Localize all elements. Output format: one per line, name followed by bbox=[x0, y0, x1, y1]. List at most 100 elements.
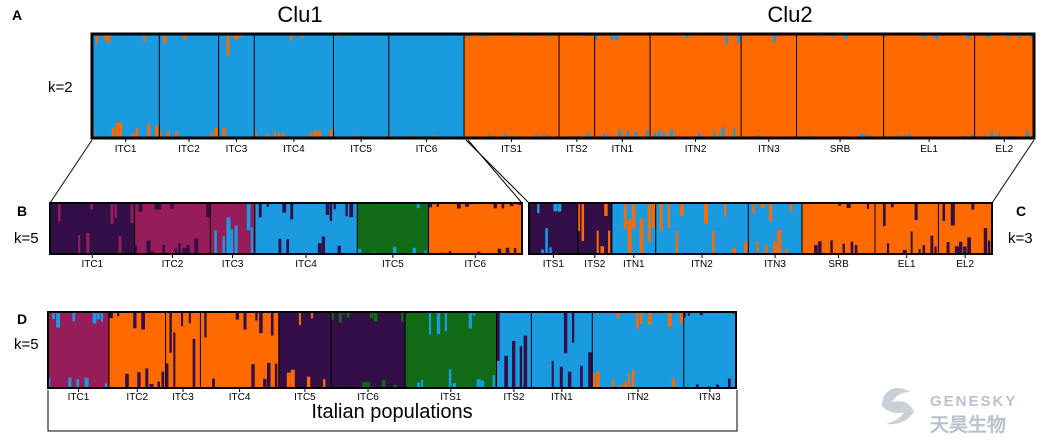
admixture-strip bbox=[918, 248, 921, 254]
admixture-strip bbox=[764, 245, 768, 254]
admixture-strip bbox=[103, 34, 108, 41]
admixture-strip bbox=[204, 312, 207, 338]
admixture-strip bbox=[505, 247, 510, 254]
population-label-srb: SRB bbox=[830, 144, 851, 155]
population-label-itn1: ITN1 bbox=[551, 392, 573, 403]
admixture-strip bbox=[72, 312, 76, 322]
admixture-strip bbox=[238, 34, 241, 38]
admixture-strip bbox=[428, 312, 432, 335]
admixture-strip bbox=[586, 134, 591, 138]
admixture-strip bbox=[138, 203, 143, 212]
admixture-strip bbox=[596, 371, 600, 388]
admixture-strip bbox=[727, 378, 731, 388]
watermark-text-cn: 天昊生物 bbox=[930, 413, 1006, 436]
population-label-itn1: ITN1 bbox=[623, 259, 645, 270]
admixture-strip bbox=[704, 203, 708, 224]
population-block-itc5 bbox=[278, 312, 332, 388]
admixture-strip bbox=[420, 379, 424, 388]
population-block-itn2 bbox=[650, 34, 742, 138]
admixture-strip bbox=[274, 131, 277, 138]
admixture-strip bbox=[610, 34, 614, 40]
group-bracket bbox=[47, 390, 738, 432]
admixture-strip bbox=[214, 128, 219, 138]
admixture-strip bbox=[214, 230, 217, 254]
admixture-strip bbox=[581, 203, 585, 242]
population-block-itc2 bbox=[134, 203, 211, 254]
admixture-strip bbox=[278, 132, 281, 138]
admixture-strip bbox=[859, 133, 864, 138]
population-label-its1: ITS1 bbox=[440, 392, 462, 403]
admixture-strip bbox=[914, 203, 918, 220]
population-label-itn2: ITN2 bbox=[685, 144, 707, 155]
population-label-srb: SRB bbox=[828, 259, 849, 270]
admixture-strip bbox=[452, 383, 457, 388]
population-label-el1: EL1 bbox=[920, 144, 938, 155]
admixture-strip bbox=[818, 241, 822, 254]
population-label-el2: EL2 bbox=[995, 144, 1013, 155]
admixture-strip bbox=[286, 239, 289, 254]
admixture-strip bbox=[281, 133, 285, 138]
admixture-strip bbox=[667, 203, 670, 229]
admixture-strip bbox=[935, 34, 939, 39]
admixture-strip bbox=[416, 203, 420, 209]
admixture-strip bbox=[289, 34, 293, 41]
admixture-strip bbox=[259, 312, 263, 334]
admixture-strip bbox=[266, 133, 269, 138]
admixture-strip bbox=[444, 312, 448, 332]
admixture-strip bbox=[251, 364, 255, 388]
admixture-strip bbox=[210, 132, 214, 138]
admixture-strip bbox=[559, 366, 563, 388]
admixture-strip bbox=[322, 379, 326, 388]
admixture-strip bbox=[814, 245, 818, 254]
admixture-strip bbox=[115, 122, 120, 138]
admixture-strip bbox=[513, 247, 517, 254]
panel-d-frame bbox=[47, 311, 737, 389]
admixture-strip bbox=[317, 243, 322, 254]
admixture-strip bbox=[624, 381, 628, 388]
admixture-strip bbox=[111, 127, 115, 138]
admixture-strip bbox=[92, 312, 97, 324]
admixture-strip bbox=[523, 335, 528, 388]
admixture-strip bbox=[725, 34, 728, 45]
admixture-strip bbox=[577, 203, 581, 231]
admixture-strip bbox=[503, 133, 507, 138]
admixture-strip bbox=[317, 130, 321, 138]
admixture-strip bbox=[661, 132, 666, 138]
admixture-strip bbox=[699, 312, 703, 316]
admixture-strip bbox=[258, 203, 262, 218]
admixture-strip bbox=[732, 248, 736, 254]
admixture-strip bbox=[125, 373, 129, 388]
admixture-strip bbox=[846, 203, 851, 208]
admixture-strip bbox=[349, 203, 354, 218]
zoom-connector-line bbox=[49, 139, 93, 204]
admixture-strip bbox=[616, 312, 620, 319]
admixture-strip bbox=[182, 247, 187, 254]
admixture-strip bbox=[657, 129, 661, 138]
admixture-strip bbox=[222, 236, 225, 254]
admixture-strip bbox=[537, 203, 540, 214]
admixture-strip bbox=[345, 203, 348, 217]
genesky-swirl-icon bbox=[882, 387, 914, 425]
admixture-strip bbox=[436, 203, 439, 207]
admixture-strip bbox=[487, 134, 491, 138]
admixture-strip bbox=[631, 203, 636, 229]
admixture-strip bbox=[373, 312, 378, 322]
admixture-strip bbox=[623, 203, 627, 229]
admixture-strip bbox=[52, 312, 55, 320]
admixture-strip bbox=[501, 203, 505, 209]
panel-letter-b: B bbox=[17, 203, 27, 219]
admixture-strip bbox=[266, 203, 269, 207]
admixture-strip bbox=[890, 203, 894, 208]
admixture-strip bbox=[606, 133, 609, 138]
admixture-strip bbox=[669, 129, 674, 138]
admixture-strip bbox=[647, 203, 651, 242]
admixture-strip bbox=[313, 130, 317, 138]
population-label-its1: ITS1 bbox=[543, 259, 565, 270]
admixture-strip bbox=[246, 203, 251, 231]
admixture-strip bbox=[110, 203, 114, 224]
admixture-strip bbox=[830, 240, 833, 254]
admixture-strip bbox=[959, 241, 963, 254]
admixture-strip bbox=[254, 131, 257, 138]
population-block-itn1 bbox=[594, 34, 651, 138]
population-block-itc5 bbox=[333, 34, 389, 138]
